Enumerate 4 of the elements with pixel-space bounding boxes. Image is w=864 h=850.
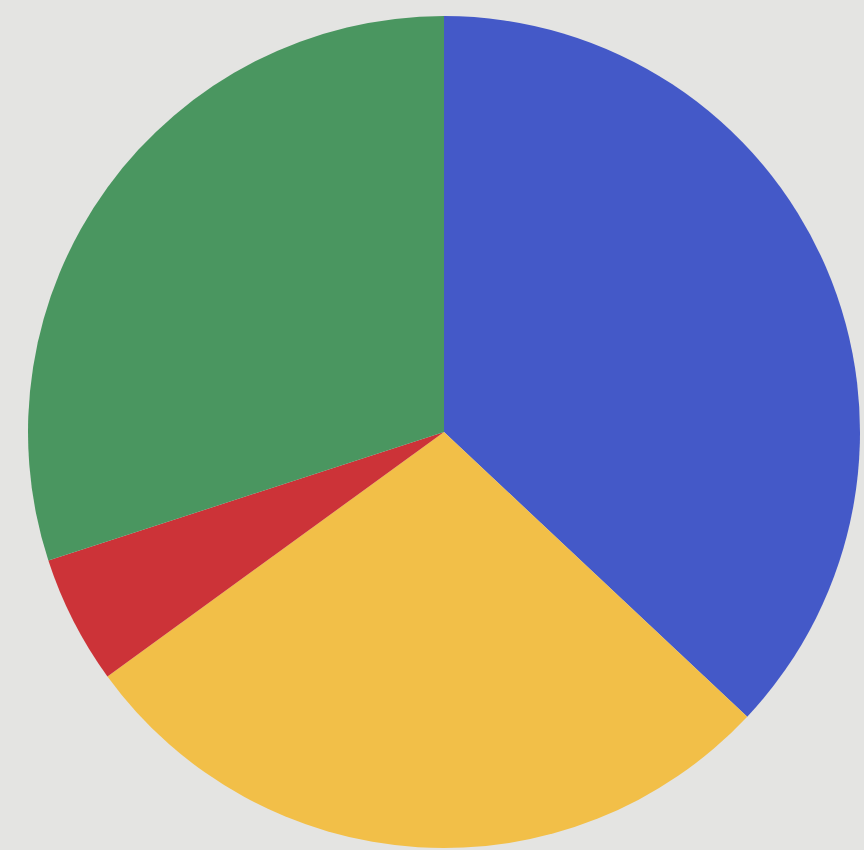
pie-slice: [28, 16, 444, 561]
pie-slice: [107, 432, 748, 848]
pie-slice: [444, 16, 860, 717]
pie-slice: [48, 432, 444, 677]
